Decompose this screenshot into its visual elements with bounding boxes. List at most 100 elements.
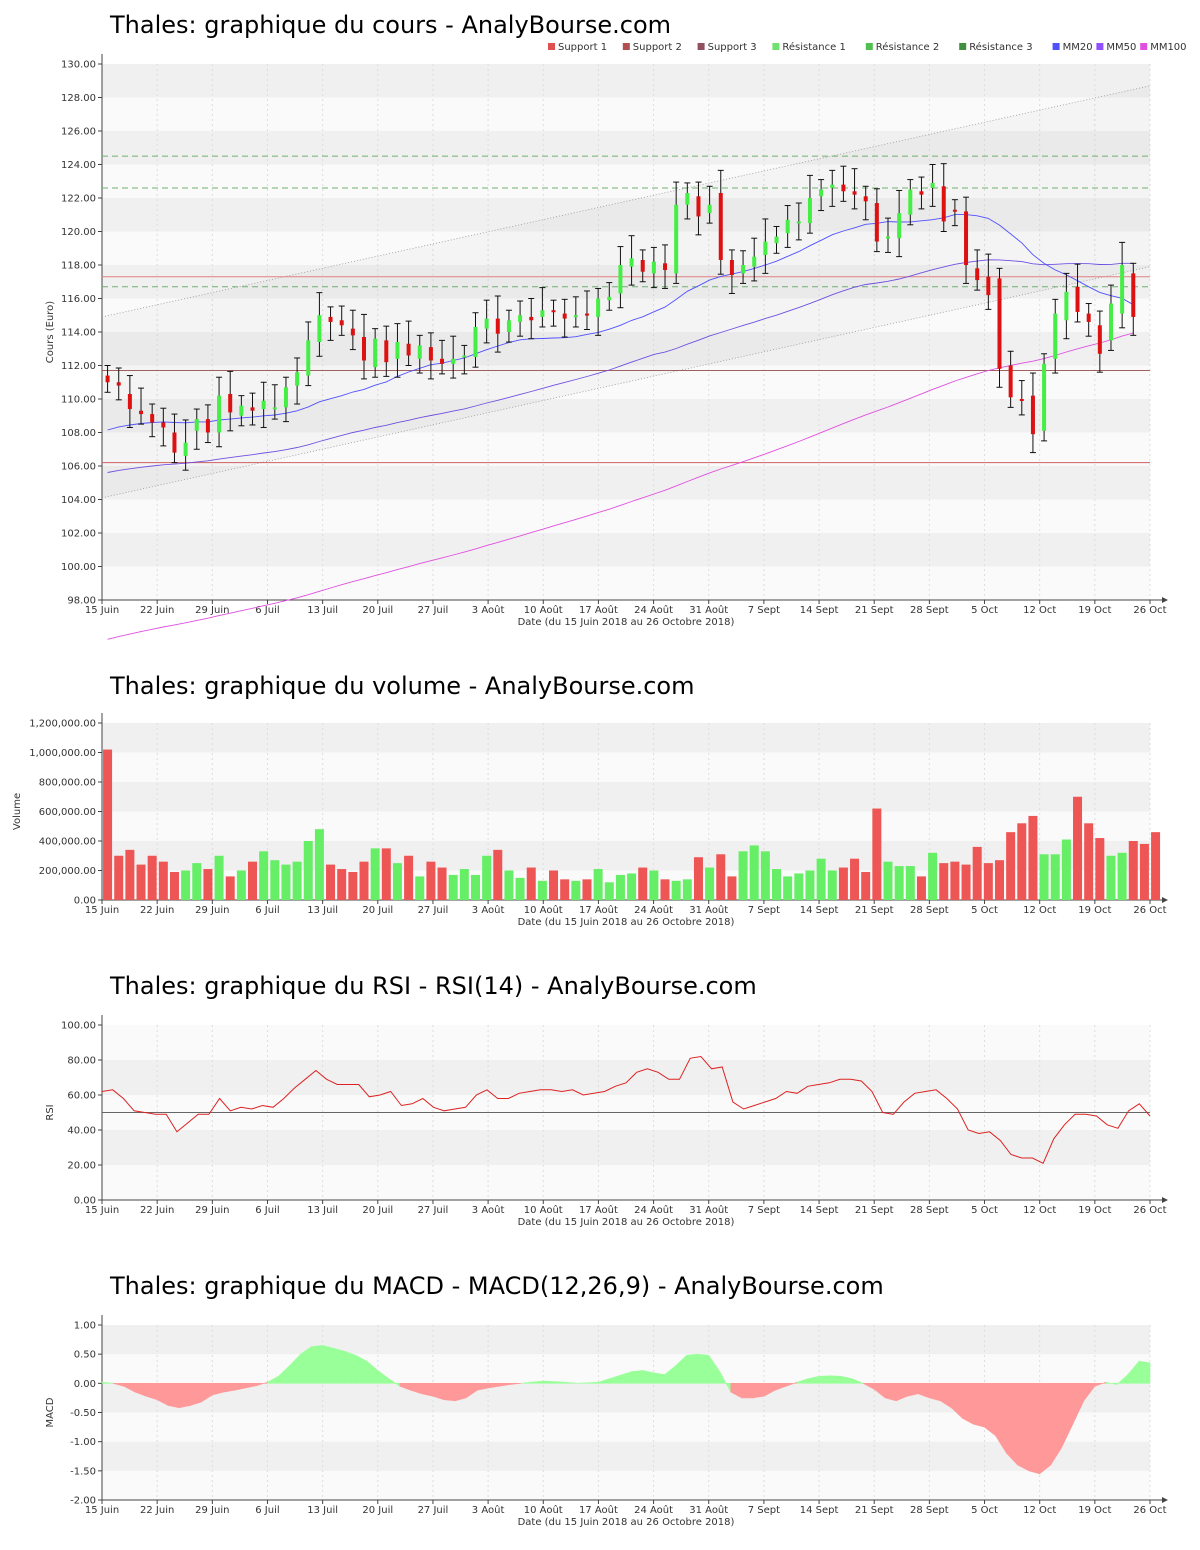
mm100-line [107,332,1134,640]
volume-bar-up [783,876,793,900]
plot-band [102,64,1150,98]
macd-area-positive [642,1370,654,1384]
x-tick-label: 3 Août [472,1204,505,1216]
macd-area-negative [741,1383,754,1399]
y-tick-label: 0.50 [74,1350,96,1361]
volume-bar-up [236,870,246,900]
chart-title: Thales: graphique du RSI - RSI(14) - Ana… [109,972,757,1000]
x-tick-label: 13 Juil [307,1205,338,1216]
candle-down [384,340,389,363]
candle-up [183,442,188,456]
candle-up [819,189,824,197]
y-tick-label: 60.00 [67,1091,96,1102]
macd-area-positive [697,1353,710,1384]
mm50-line [107,259,1134,473]
volume-bar-down [638,867,648,900]
volume-bar-down [582,879,592,900]
legend-label: Support 2 [633,42,682,53]
volume-bar-up [794,873,804,900]
x-tick-label: 24 Août [634,604,673,616]
legend-swatch [622,43,630,50]
macd-area-negative [973,1383,985,1428]
plot-band [102,752,1150,782]
volume-bar-up [1061,839,1071,900]
plot-band [102,131,1150,165]
volume-bar-down [158,861,168,900]
plot-band [102,164,1150,198]
y-tick-label: 800,000.00 [39,778,96,789]
volume-bar-up [593,869,603,900]
plot-band [102,97,1150,131]
legend-swatch [1140,43,1148,50]
candle-up [239,405,244,416]
candle-up [395,342,400,359]
y-tick-label: 1,000,000.00 [29,748,96,759]
x-axis-label: Date (du 15 Juin 2018 au 26 Octobre 2018… [518,917,735,928]
y-tick-label: 80.00 [67,1056,96,1067]
x-axis-arrow [1162,597,1168,603]
volume-bar-up [682,879,692,900]
x-tick-label: 27 Juil [418,905,449,916]
rsi-line [101,1055,1151,1164]
y-tick-label: 1.00 [74,1321,96,1332]
candle-down [640,259,645,272]
volume-bar-up [649,870,659,900]
plot-band [102,1325,1150,1355]
macd-area-negative [178,1383,191,1409]
candle-up [807,198,812,224]
x-tick-label: 24 Août [634,1504,673,1516]
candle-down [1075,286,1080,312]
volume-bar-down [1128,841,1138,900]
y-tick-label: 110.00 [61,395,96,406]
volume-bar-up [604,882,614,900]
macd-area-negative [167,1383,180,1409]
y-tick-label: 122.00 [61,194,96,205]
x-tick-label: 24 Août [634,1204,673,1216]
candle-down [228,393,233,413]
candle-down [205,419,210,433]
x-tick-label: 20 Juil [362,605,393,616]
y-axis-label: RSI [45,1104,56,1120]
trend-channel-line [101,266,1151,499]
x-tick-label: 5 Oct [971,1505,998,1516]
x-axis-label: Date (du 15 Juin 2018 au 26 Octobre 2018… [518,1217,735,1228]
candle-up [1120,265,1125,314]
volume-bar-down [114,855,124,900]
macd-area-positive [631,1370,643,1384]
volume-bar-down [838,867,848,900]
candle-down [1008,365,1013,398]
x-tick-label: 15 Juin [85,1505,119,1516]
volume-bar-up [214,855,224,900]
x-tick-label: 6 Juil [255,905,279,916]
macd-area-negative [752,1383,765,1399]
candle-up [908,189,913,215]
volume-bar-up [537,880,547,900]
x-tick-label: 22 Juin [140,1505,174,1516]
candle-down [562,313,567,319]
volume-bar-up [259,851,269,900]
volume-bar-up [627,873,637,900]
candle-down [139,410,144,415]
candle-up [763,241,768,255]
candle-up [261,400,266,410]
candle-down [551,310,556,313]
candle-up [373,338,378,368]
y-tick-label: 124.00 [61,160,96,171]
candle-up [1053,313,1058,359]
candle-up [573,315,578,318]
macd-area-negative [884,1383,897,1402]
x-tick-label: 28 Sept [910,1205,949,1216]
macd-area-negative [443,1383,456,1402]
volume-bar-down [125,849,135,900]
x-tick-label: 31 Août [689,1504,728,1516]
candle-up [930,182,935,188]
y-tick-label: 112.00 [61,361,96,372]
candle-down [1097,325,1102,354]
candle-down [172,432,177,453]
legend-label: Support 1 [558,42,607,53]
legend-label: Résistance 2 [876,41,939,53]
x-tick-label: 29 Juin [195,905,229,916]
volume-bar-up [448,874,458,900]
x-axis-arrow [1162,1197,1168,1203]
x-tick-label: 27 Juil [418,1505,449,1516]
